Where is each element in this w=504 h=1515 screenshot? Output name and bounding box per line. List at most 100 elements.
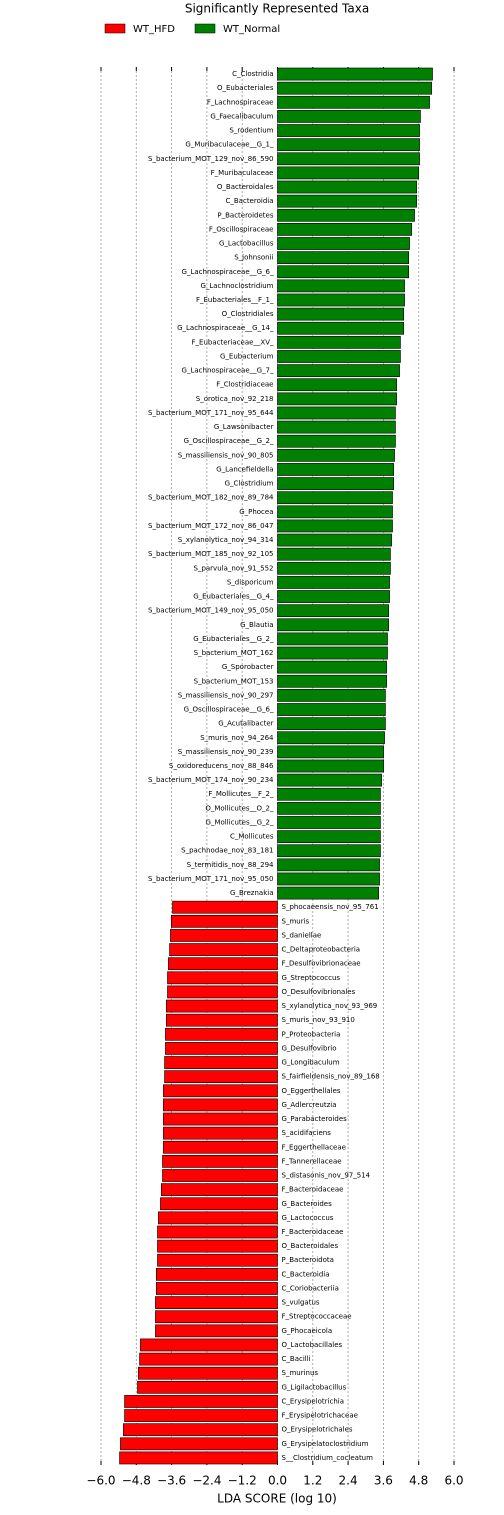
bar <box>163 1112 278 1126</box>
category-label: G_Blautia <box>240 621 273 629</box>
bar <box>170 929 278 942</box>
category-label: S_bacterium_MOT_171_nov_95_050 <box>148 875 273 883</box>
category-label: F_Erysipelotrichaceae <box>282 1412 358 1420</box>
bar <box>277 124 420 137</box>
category-label: S_phocaeensis_nov_95_761 <box>282 903 379 911</box>
bar <box>277 872 380 886</box>
x-tick-label: 4.8 <box>409 1474 428 1488</box>
x-axis-label: LDA SCORE (log 10) <box>217 1492 337 1506</box>
category-label: G_Adlercreutzia <box>282 1101 337 1109</box>
bar <box>277 759 384 773</box>
legend-swatch <box>104 23 126 34</box>
bar <box>277 180 417 194</box>
category-label: O_Clostridiales <box>222 310 274 318</box>
category-label: C_Erysipelotrichia <box>282 1397 345 1405</box>
bar <box>277 787 381 801</box>
bar <box>277 561 391 575</box>
bar <box>277 406 396 420</box>
category-label: F_Eubacteriaceae__XV_ <box>192 338 274 346</box>
category-label: G_Lachnoclostridium <box>200 282 273 290</box>
category-label: G_Lachnospiraceae__G_6_ <box>182 268 274 276</box>
bar <box>155 1296 278 1309</box>
category-label: G_Eubacterium <box>220 352 274 360</box>
bar <box>277 166 419 180</box>
category-label: O_Bacteroidales <box>282 1242 339 1250</box>
bar <box>163 1140 278 1154</box>
category-label: F_Desulfovibrionaceae <box>282 960 361 968</box>
bar <box>277 618 389 632</box>
category-label: C_Deltaproteobacteria <box>282 946 361 954</box>
bar <box>163 1126 278 1140</box>
bar <box>277 152 420 166</box>
bar <box>277 293 405 307</box>
category-label: S_vulgatus <box>282 1299 320 1307</box>
category-label: F_Mollicutes__F_2_ <box>208 790 274 798</box>
bar <box>165 1027 278 1041</box>
bar <box>155 1310 278 1324</box>
category-label: G_Muribaculaceae__G_1_ <box>185 141 274 149</box>
x-tick-label: 1.2 <box>303 1474 322 1488</box>
bar <box>277 519 393 533</box>
bar <box>277 674 387 688</box>
category-label: C_Bacilli <box>282 1355 311 1363</box>
bar <box>277 590 390 603</box>
bar <box>277 801 381 815</box>
category-label: S_termitidis_nov_88_294 <box>187 861 274 869</box>
bar <box>166 999 278 1013</box>
category-label: S_bacterium_MOT_185_nov_92_105 <box>148 550 273 558</box>
category-label: O_Mollicutes__O_2_ <box>205 804 274 812</box>
category-label: S_xylanolytica_nov_93_969 <box>282 1002 378 1010</box>
category-label: G_Acutalibacter <box>218 720 273 728</box>
bar <box>277 547 391 561</box>
bar <box>169 943 278 956</box>
bar <box>277 816 381 829</box>
bar <box>123 1423 278 1437</box>
bar <box>157 1225 278 1239</box>
bar <box>277 95 430 109</box>
bar <box>277 110 421 123</box>
category-label: G_Lactobacillus <box>219 240 274 248</box>
category-label: S_bacterium_MOT_129_nov_86_590 <box>148 155 273 163</box>
category-label: P_Bacteroidetes <box>217 211 273 219</box>
bar <box>277 830 381 843</box>
bar <box>277 223 412 236</box>
bar <box>277 81 432 95</box>
bar <box>277 660 387 674</box>
x-tick-label: −3.6 <box>157 1474 186 1488</box>
bar <box>277 463 394 476</box>
category-label: C_Bacteroidia <box>225 197 273 205</box>
category-label: S_massiliensis_nov_90_805 <box>178 451 274 459</box>
category-label: G_Faecalibaculum <box>210 112 273 120</box>
bar <box>277 604 389 618</box>
category-label: G_Lachnospiraceae__G_7_ <box>182 367 274 375</box>
bar <box>277 364 400 377</box>
category-label: O_Erysipelotrichales <box>282 1426 353 1434</box>
bar <box>277 307 404 321</box>
bar <box>164 1056 278 1069</box>
category-label: S_massiliensis_nov_90_297 <box>178 691 274 699</box>
legend-label: WT_HFD <box>133 24 175 35</box>
bar <box>165 1042 278 1055</box>
category-label: S_bacterium_MOT_171_nov_95_644 <box>148 409 274 417</box>
category-label: S_parvula_nov_91_552 <box>194 564 274 572</box>
bar <box>155 1324 278 1338</box>
x-tick-label: 0.0 <box>268 1474 287 1488</box>
bar <box>167 971 278 985</box>
category-label: G_Desulfovibrio <box>282 1044 337 1052</box>
bar <box>158 1211 278 1225</box>
bar <box>277 477 394 490</box>
category-label: F_Muribaculaceae <box>211 169 274 177</box>
category-label: S_bacterium_MOT_153 <box>194 677 274 685</box>
bar <box>277 378 397 392</box>
bar <box>277 138 420 152</box>
category-label: S_johnsonii <box>234 254 273 262</box>
bar <box>277 745 384 759</box>
bar <box>277 434 396 448</box>
category-label: G_Lachnospiraceae__G_14_ <box>177 324 274 332</box>
category-label: S_xylanolytica_nov_94_314 <box>178 536 274 544</box>
x-tick-label: −1.2 <box>228 1474 257 1488</box>
bar <box>277 773 382 787</box>
bar <box>140 1338 278 1352</box>
category-label: S_bacterium_MOT_149_nov_95_050 <box>148 607 273 615</box>
